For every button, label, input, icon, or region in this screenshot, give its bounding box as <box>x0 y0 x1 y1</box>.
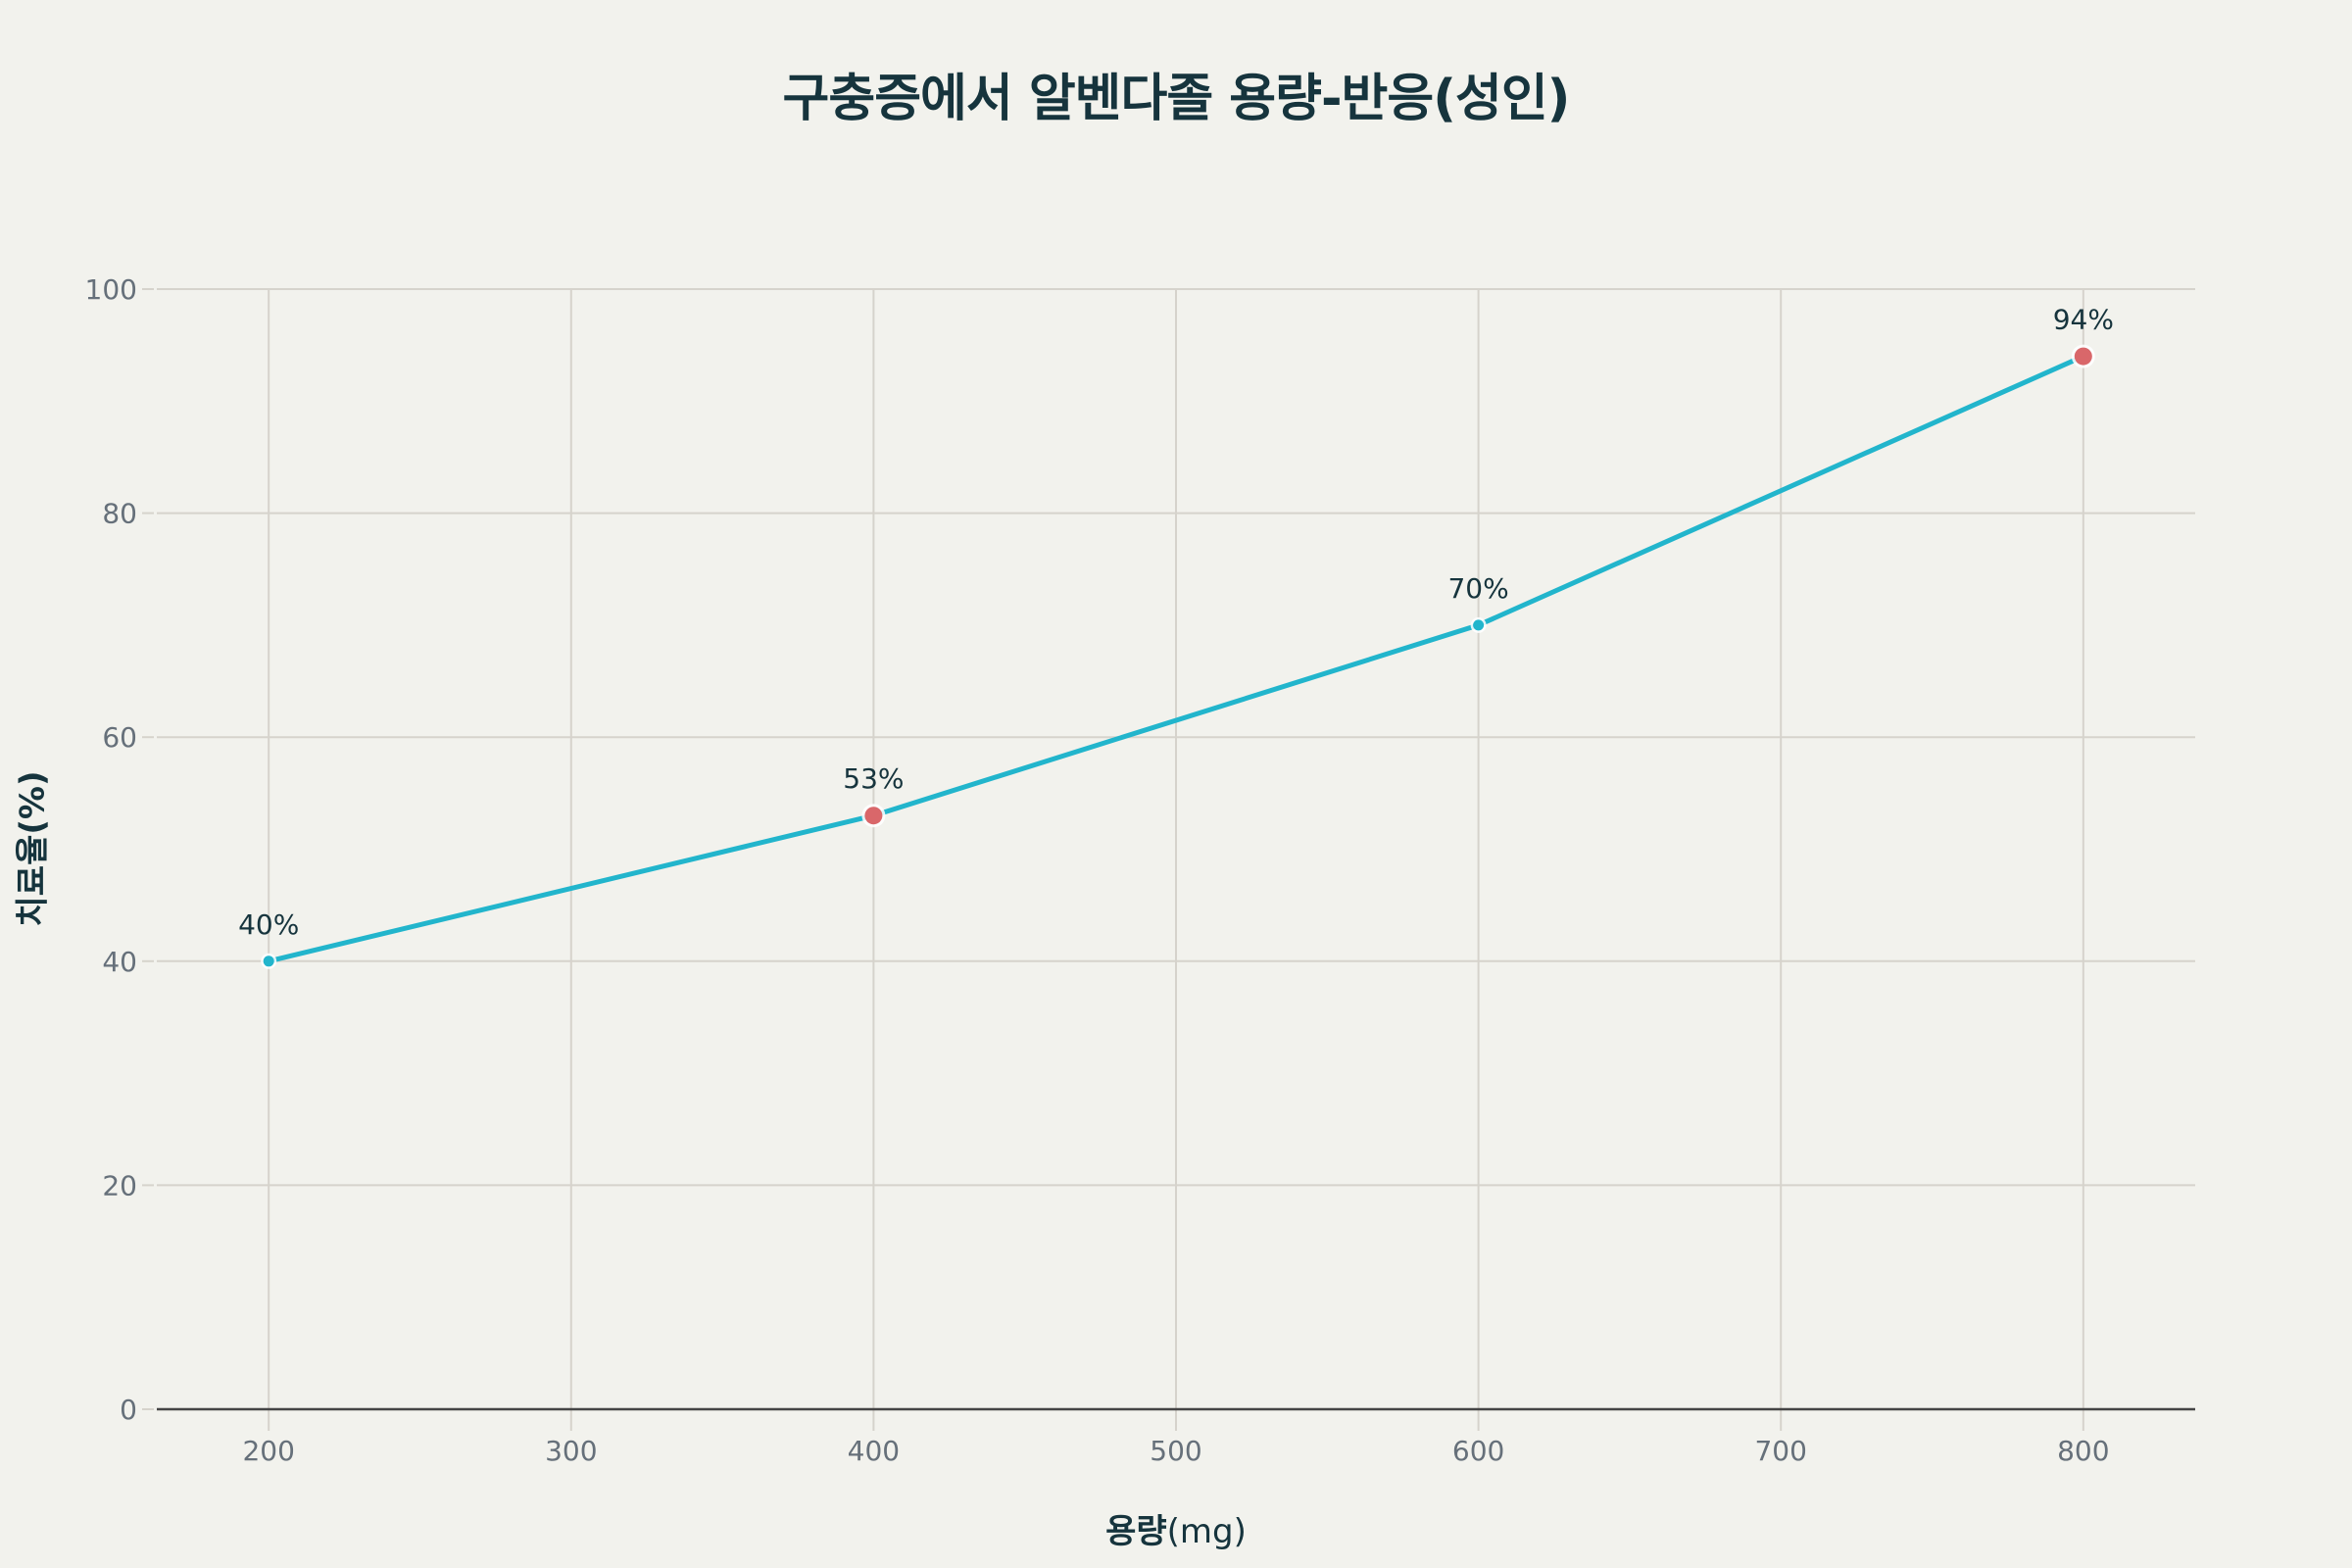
x-tick-label: 500 <box>1150 1435 1201 1467</box>
highlight-marker <box>864 807 883 825</box>
axes: 0 20 40 60 80 100 200 300 400 500 600 700 800 <box>85 273 2195 1467</box>
data-label: 40% <box>238 908 299 941</box>
data-label: 94% <box>2053 304 2114 336</box>
x-tick-label: 600 <box>1452 1435 1504 1467</box>
x-axis-label-main: 용량 <box>1105 1512 1167 1551</box>
highlight-marker <box>2074 347 2092 366</box>
x-tick-label: 800 <box>2057 1435 2109 1467</box>
gridlines <box>142 288 2195 1431</box>
x-tick-label: 400 <box>848 1435 900 1467</box>
y-tick-label: 80 <box>102 498 137 530</box>
y-tick-label: 20 <box>102 1169 137 1201</box>
y-tick-label: 100 <box>85 273 137 306</box>
x-axis-label: 용량(mg) <box>0 1504 2352 1552</box>
x-tick-label: 200 <box>242 1435 294 1467</box>
series-line <box>268 354 2084 964</box>
chart-title: 구충증에서 알벤다졸 용량-반응(성인) <box>782 70 1571 128</box>
data-marker <box>1473 619 1485 631</box>
data-marker <box>263 956 274 967</box>
data-label: 70% <box>1447 572 1508 605</box>
y-tick-label: 0 <box>120 1394 137 1426</box>
y-tick-label: 40 <box>102 946 137 978</box>
x-axis-label-unit: (mg) <box>1166 1512 1247 1551</box>
y-tick-label: 60 <box>102 721 137 754</box>
x-tick-label: 700 <box>1754 1435 1806 1467</box>
data-label: 53% <box>843 762 904 795</box>
data-series: 40% 53% 70% 94% <box>238 304 2114 969</box>
x-tick-label: 300 <box>545 1435 597 1467</box>
